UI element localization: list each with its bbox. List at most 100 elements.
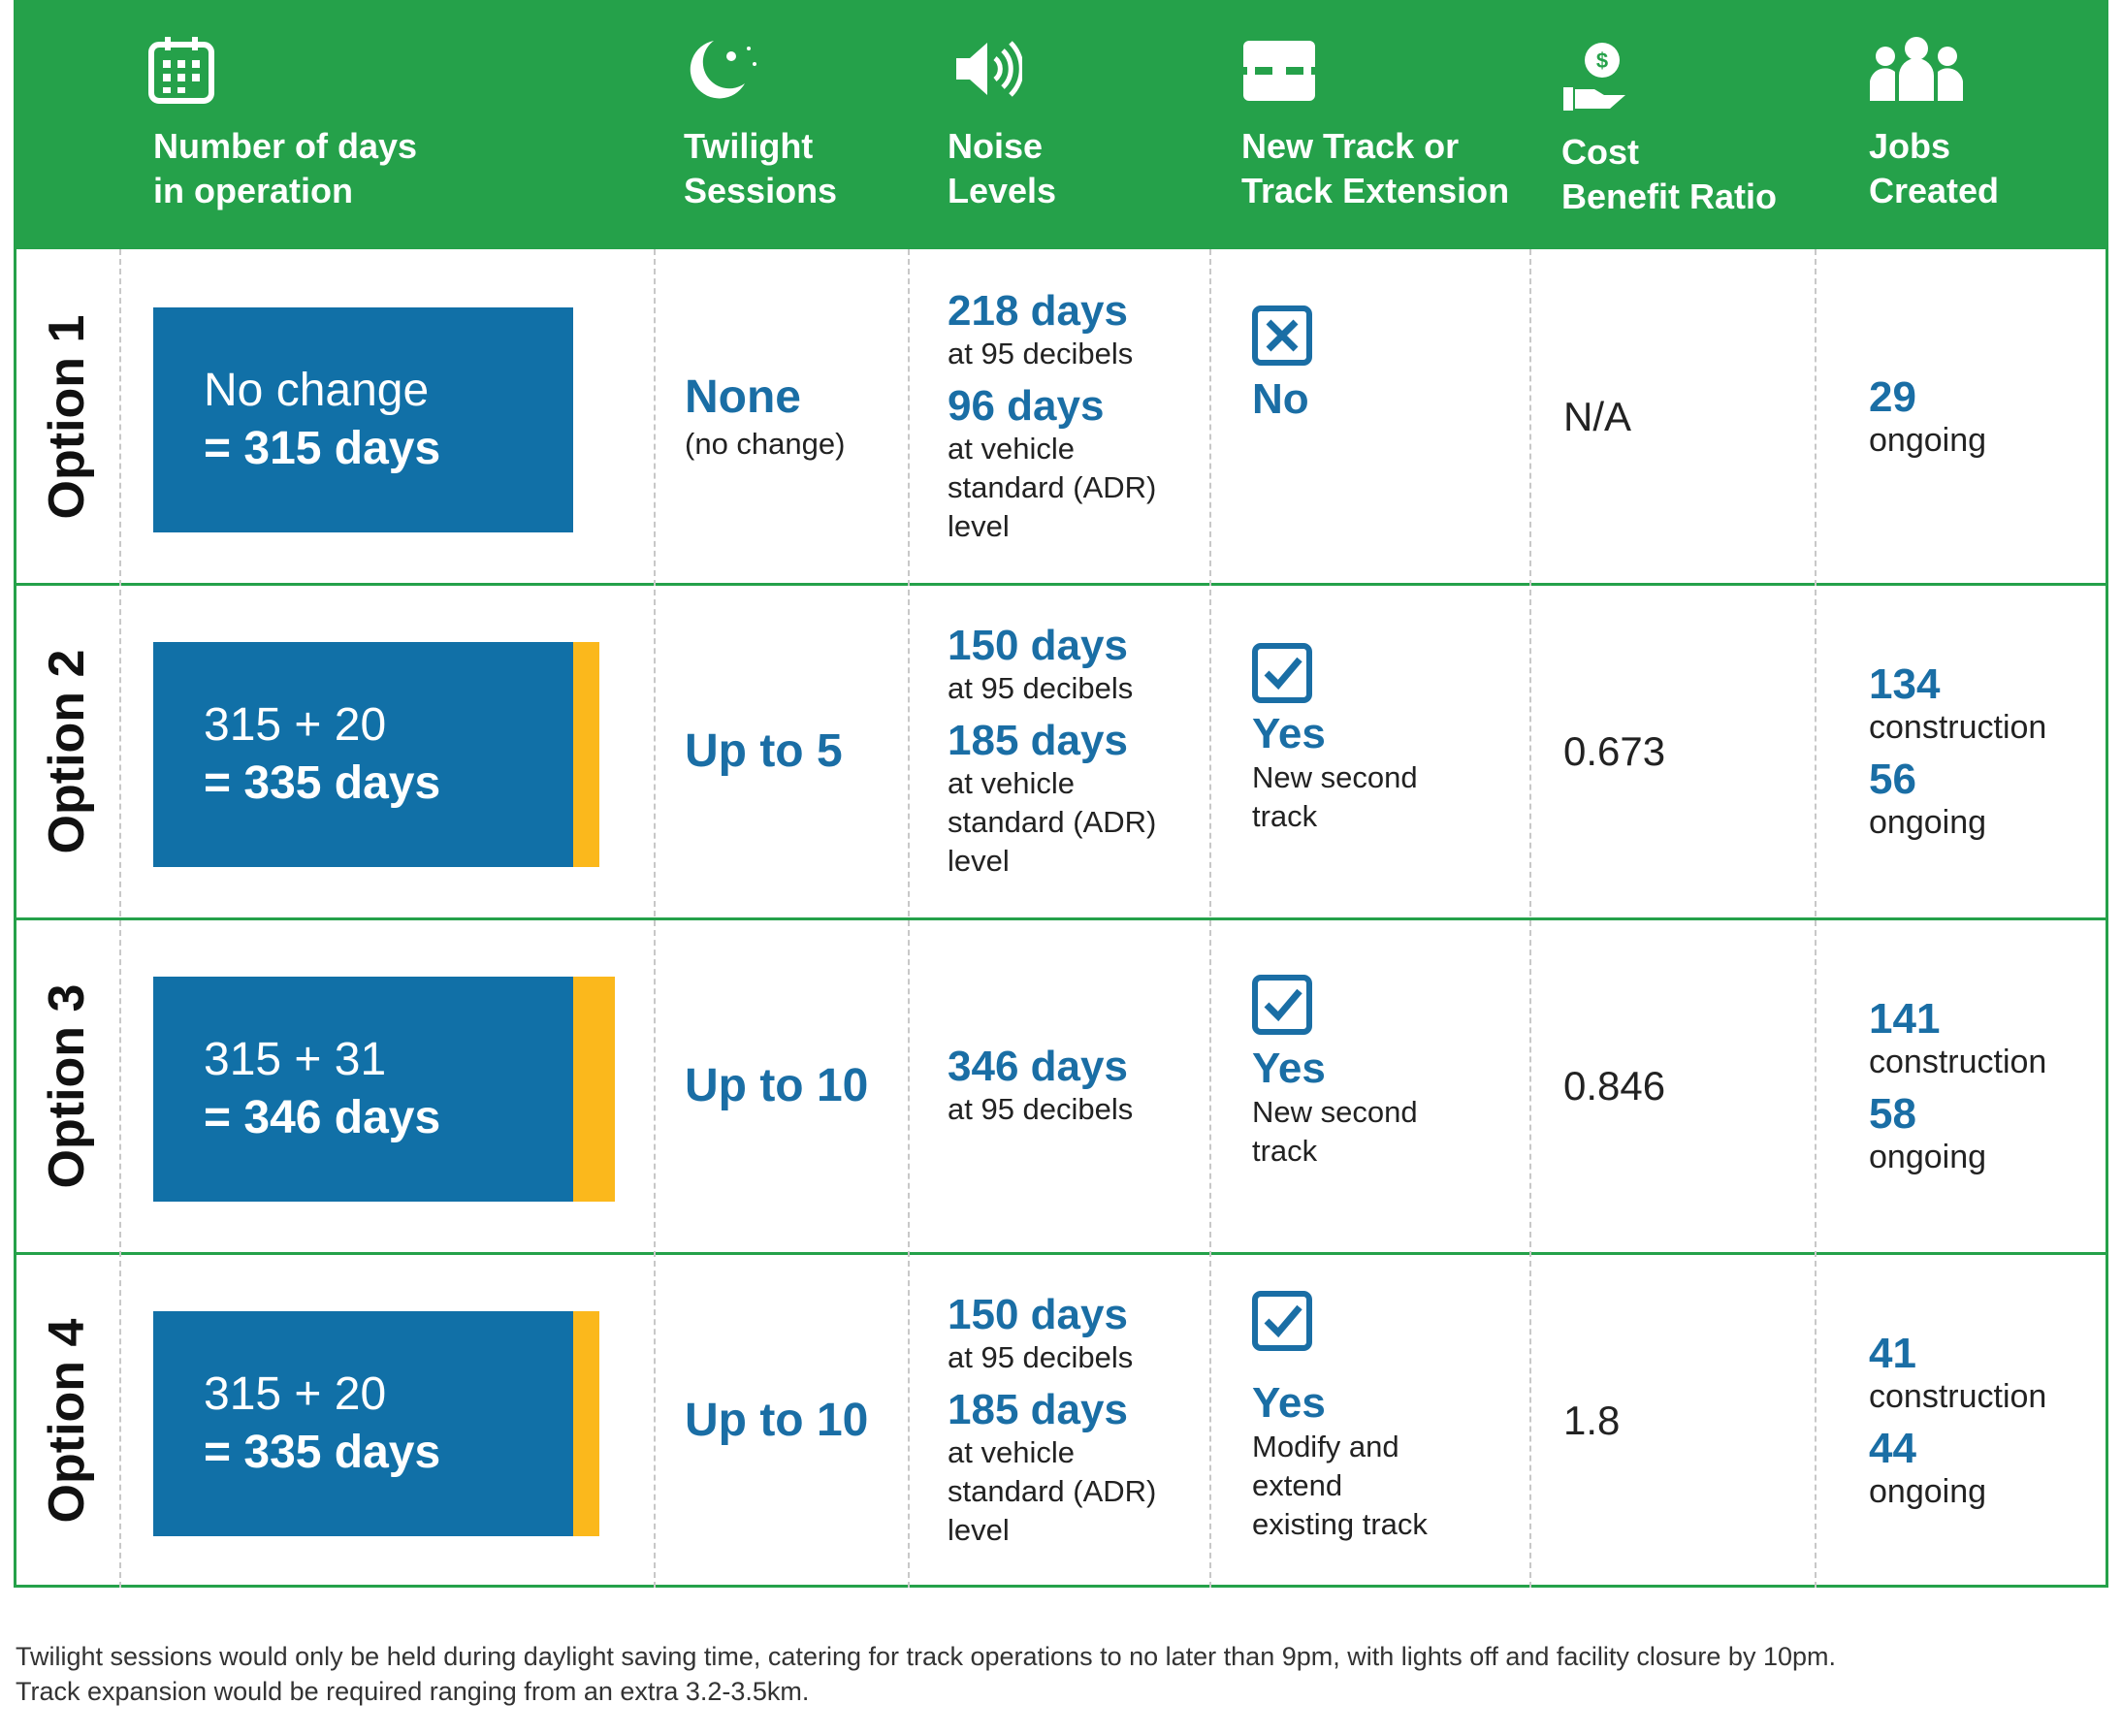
track-cell: Yes New second track [1252, 710, 1524, 836]
jobs-count: 134 [1869, 659, 1941, 708]
row-separator [14, 1252, 2108, 1255]
cost-value: 0.673 [1563, 727, 1666, 774]
twilight-cell: None (no change) [685, 249, 908, 584]
header-line: Track Extension [1241, 171, 1510, 210]
column-separator [1529, 249, 1531, 1588]
noise-desc: at 95 decibels [948, 1091, 1134, 1126]
option-label: Option 4 [39, 1318, 95, 1523]
noise-desc: level [948, 1512, 1010, 1547]
noise-days: 346 days [948, 1042, 1128, 1090]
track-value: No [1252, 375, 1309, 423]
header-line: Created [1869, 171, 2000, 210]
days-line: = 315 days [204, 423, 441, 474]
noise-days: 150 days [948, 621, 1128, 669]
money-hand-icon: $ [1563, 43, 1625, 111]
days-line: = 346 days [204, 1092, 441, 1143]
cross-box-icon [1252, 305, 1312, 366]
twilight-cell: Up to 10 [685, 918, 908, 1253]
speaker-icon [956, 41, 1022, 97]
option-label: Option 1 [39, 314, 95, 519]
track-cell: Yes Modify and extend existing track [1252, 1379, 1524, 1544]
track-desc: Modify and [1252, 1430, 1399, 1463]
twilight-note: (no change) [685, 426, 846, 461]
days-line: No change [204, 365, 430, 416]
noise-desc: standard (ADR) [948, 469, 1157, 504]
jobs-desc: ongoing [1869, 1472, 1987, 1510]
noise-desc: at vehicle [948, 431, 1075, 466]
days-bar: No change = 315 days [153, 307, 573, 532]
header-line: Levels [948, 171, 1057, 210]
days-text: 315 + 20 = 335 days [204, 642, 573, 867]
header-line: New Track or [1241, 126, 1460, 166]
header-line: Benefit Ratio [1561, 177, 1778, 216]
jobs-cell: 141 construction 58 ongoing [1869, 918, 2108, 1253]
column-header: New Track or Track Extension [1241, 124, 1529, 213]
track-cell: No [1252, 375, 1524, 424]
cost-value: 0.846 [1563, 1062, 1666, 1109]
footnote: Twilight sessions would only be held dur… [16, 1639, 2101, 1709]
jobs-count: 141 [1869, 994, 1941, 1043]
noise-cell: 218 days at 95 decibels 96 days at vehicle s… [948, 249, 1209, 584]
jobs-count: 29 [1869, 372, 1916, 421]
noise-days: 150 days [948, 1290, 1128, 1338]
cost-cell: 0.673 [1563, 584, 1815, 918]
days-bar: 315 + 31 = 346 days [153, 977, 573, 1202]
twilight-value: None [685, 370, 801, 423]
column-header: Twilight Sessions [684, 124, 908, 213]
jobs-desc: construction [1869, 1043, 2047, 1080]
added-days-bar [573, 977, 615, 1202]
track-icon [1243, 41, 1315, 101]
noise-days: 96 days [948, 381, 1105, 430]
days-line: 315 + 31 [204, 1034, 387, 1085]
track-desc: New second [1252, 1095, 1418, 1129]
noise-desc: level [948, 508, 1010, 543]
option-label: Option 2 [39, 649, 95, 853]
people-icon [1870, 37, 1963, 101]
twilight-cell: Up to 10 [685, 1253, 908, 1588]
days-text: 315 + 31 = 346 days [204, 977, 573, 1202]
track-desc: track [1252, 1134, 1318, 1168]
twilight-cell: Up to 5 [685, 584, 908, 918]
column-header: Cost Benefit Ratio [1561, 130, 1815, 219]
days-text: No change = 315 days [204, 307, 573, 532]
days-line: 315 + 20 [204, 699, 387, 751]
header-bar [14, 0, 2108, 249]
moon-icon [690, 41, 756, 99]
noise-desc: at vehicle [948, 1434, 1075, 1469]
row-separator [14, 917, 2108, 920]
days-line: 315 + 20 [204, 1368, 387, 1420]
column-header: Noise Levels [948, 124, 1209, 213]
jobs-count: 56 [1869, 755, 1916, 803]
svg-text:$: $ [1596, 48, 1608, 73]
cost-value: N/A [1563, 393, 1632, 439]
added-days-bar [573, 1311, 600, 1536]
jobs-count: 44 [1869, 1424, 1916, 1472]
days-text: 315 + 20 = 335 days [204, 1311, 573, 1536]
calendar-icon [148, 37, 214, 104]
header-line: Cost [1561, 132, 1639, 172]
jobs-cell: 134 construction 56 ongoing [1869, 584, 2108, 918]
noise-days: 185 days [948, 1385, 1128, 1433]
days-line: = 335 days [204, 757, 441, 809]
cost-value: 1.8 [1563, 1397, 1621, 1443]
noise-desc: level [948, 843, 1010, 878]
track-value: Yes [1252, 1045, 1326, 1092]
track-value: Yes [1252, 1379, 1326, 1427]
header-line: Twilight [684, 126, 814, 166]
check-box-icon [1252, 1291, 1312, 1351]
cost-cell: 1.8 [1563, 1253, 1815, 1588]
noise-cell: 150 days at 95 decibels 185 days at vehicle… [948, 584, 1209, 918]
column-header: Number of days in operation [153, 124, 654, 213]
jobs-count: 41 [1869, 1329, 1916, 1377]
header-line: Noise [948, 126, 1044, 166]
header-line: Sessions [684, 171, 838, 210]
jobs-desc: construction [1869, 708, 2047, 746]
twilight-value: Up to 10 [685, 1394, 869, 1446]
noise-days: 185 days [948, 716, 1128, 764]
check-box-icon [1252, 643, 1312, 703]
jobs-count: 58 [1869, 1089, 1916, 1138]
track-value: Yes [1252, 710, 1326, 757]
footnote-line: Twilight sessions would only be held dur… [16, 1642, 1836, 1671]
header-line: Number of days [153, 126, 418, 166]
footnote-line: Track expansion would be required rangin… [16, 1677, 810, 1706]
